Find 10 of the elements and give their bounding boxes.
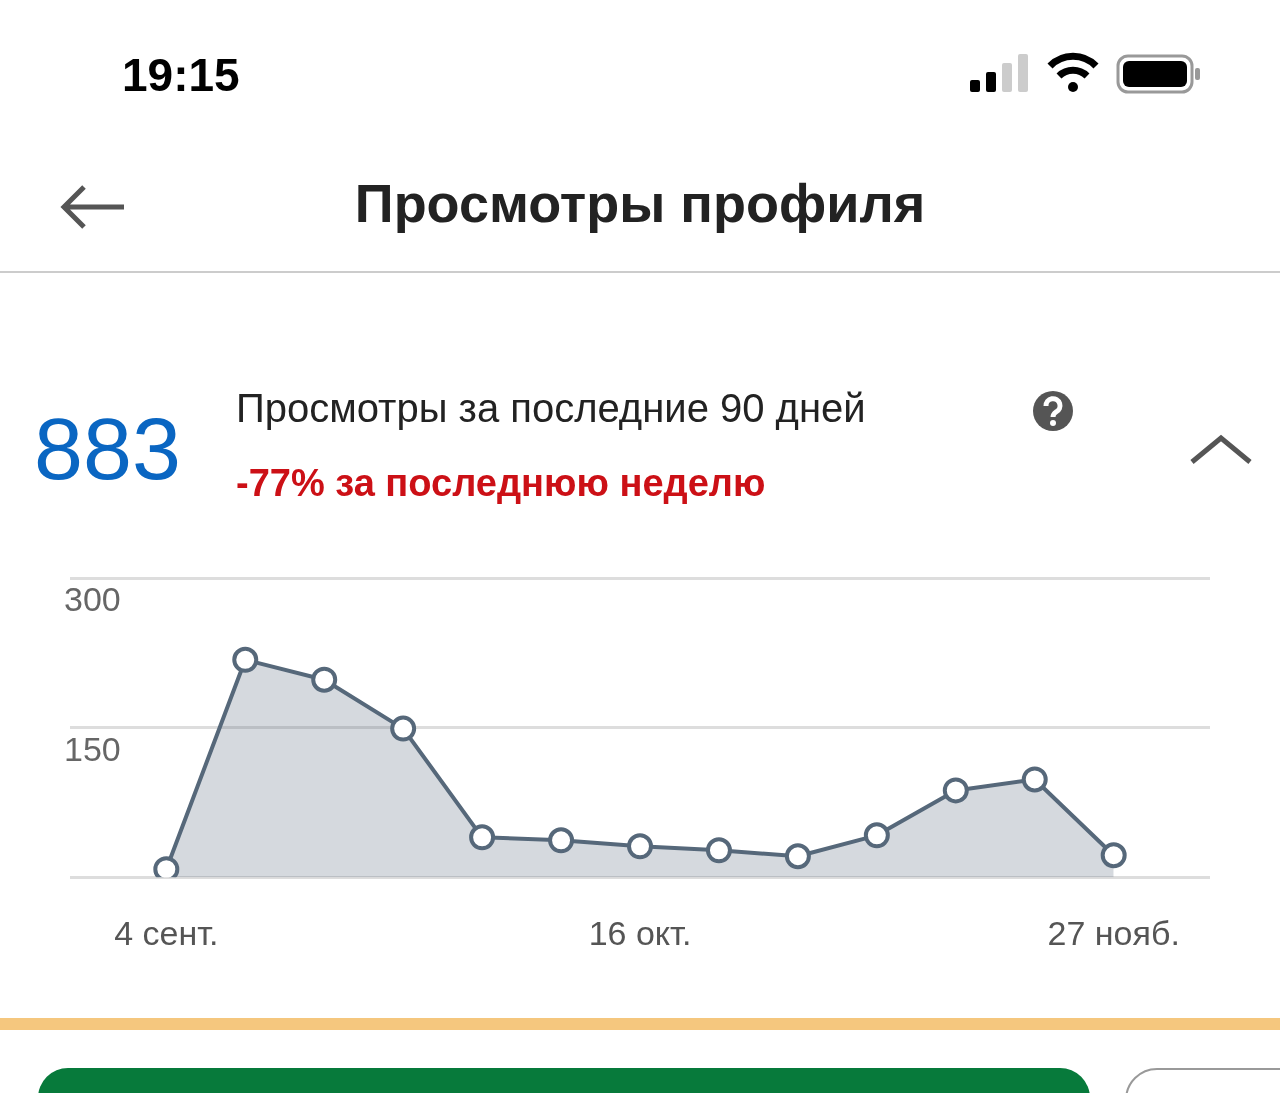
text: 19:15 — [122, 48, 240, 102]
y-tick-label: 300 — [64, 580, 121, 619]
y-tick-label: 150 — [64, 729, 121, 768]
x-tick-label: 27 нояб. — [1047, 913, 1180, 952]
text: -77% за последнюю неделю — [236, 462, 766, 505]
chart-title: Просмотры профиля — [353, 172, 927, 234]
chart-subtitle: Просмотры за последние 90 дней — [236, 386, 866, 431]
text: 883 — [34, 398, 181, 500]
x-tick-label: 4 сент. — [114, 913, 219, 952]
x-tick-label: 16 окт. — [588, 913, 692, 952]
